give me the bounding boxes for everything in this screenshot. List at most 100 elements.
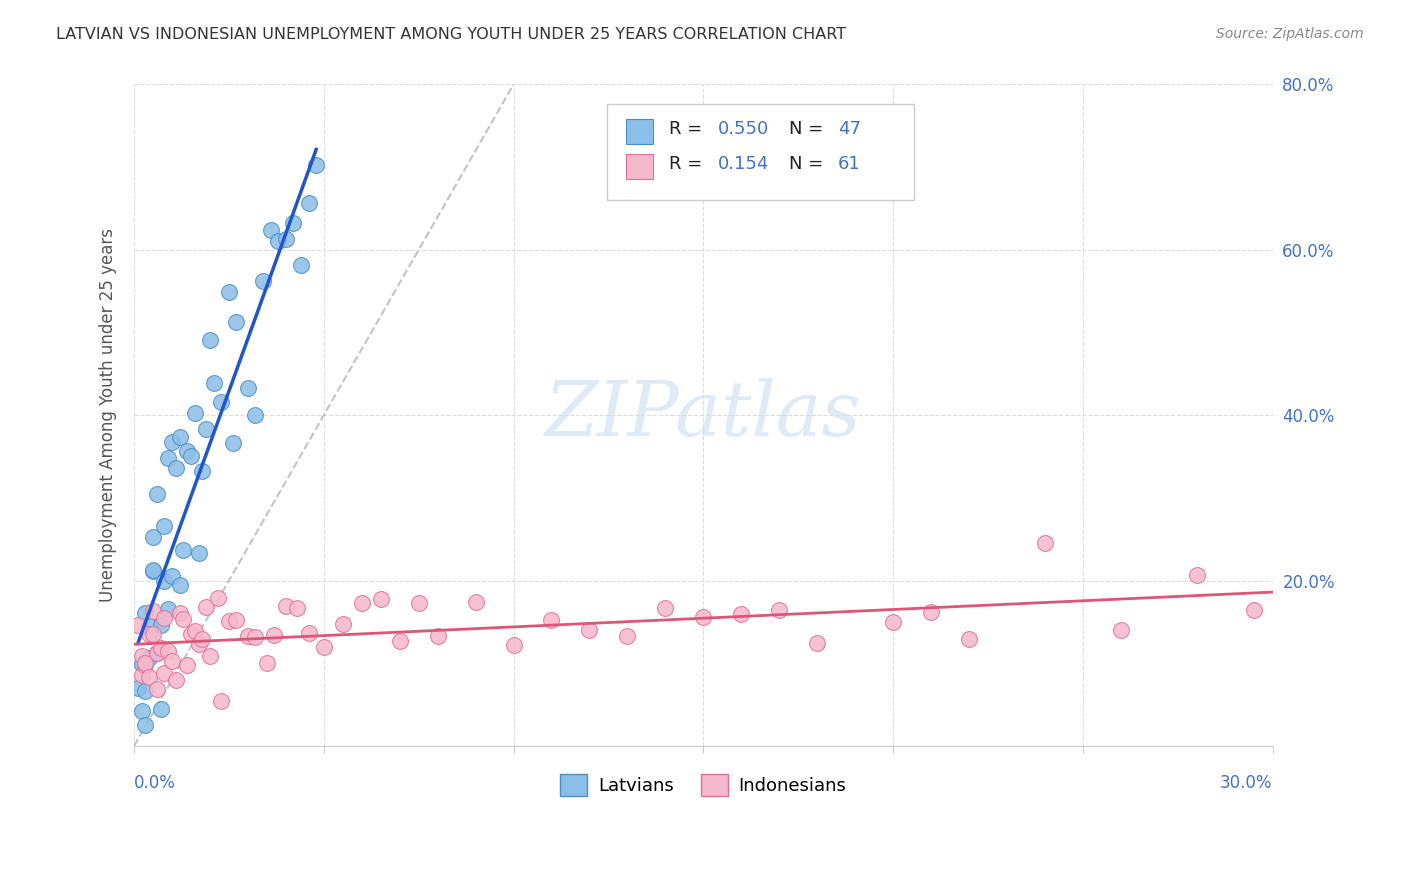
Point: [191, 464, 214, 478]
Point: [1185, 567, 1208, 582]
Point: [191, 632, 214, 647]
Point: [312, 640, 335, 654]
Point: [157, 602, 180, 616]
Point: [138, 627, 160, 641]
Point: [138, 670, 160, 684]
Point: [134, 717, 156, 731]
Point: [464, 595, 486, 609]
Point: [654, 600, 676, 615]
Text: ZIPatlas: ZIPatlas: [546, 378, 862, 452]
Point: [305, 158, 328, 172]
Point: [134, 606, 156, 620]
Text: 47: 47: [838, 120, 860, 138]
Point: [957, 632, 980, 646]
Text: N =: N =: [789, 120, 828, 138]
Point: [920, 606, 942, 620]
Point: [195, 599, 218, 614]
Point: [806, 636, 828, 650]
Point: [195, 421, 218, 435]
Point: [218, 285, 240, 299]
Point: [157, 643, 180, 657]
Point: [274, 232, 297, 246]
Point: [236, 381, 259, 395]
Point: [134, 656, 156, 670]
Point: [202, 376, 225, 390]
Point: [169, 607, 191, 621]
Point: [142, 604, 165, 618]
Point: [184, 624, 207, 638]
Point: [169, 578, 191, 592]
Point: [149, 617, 172, 632]
Y-axis label: Unemployment Among Youth under 25 years: Unemployment Among Youth under 25 years: [100, 228, 117, 602]
Point: [1033, 536, 1056, 550]
Point: [388, 634, 411, 648]
Point: [149, 641, 172, 656]
Point: [172, 542, 194, 557]
Point: [502, 638, 524, 652]
Point: [209, 394, 232, 409]
FancyBboxPatch shape: [626, 154, 654, 179]
Point: [165, 460, 187, 475]
Point: [160, 434, 183, 449]
Text: 0.550: 0.550: [718, 120, 769, 138]
Point: [768, 603, 790, 617]
Point: [184, 406, 207, 420]
Point: [180, 627, 202, 641]
Point: [149, 701, 172, 715]
Point: [153, 666, 176, 681]
Point: [285, 601, 308, 615]
Point: [540, 614, 562, 628]
Point: [332, 617, 354, 632]
Point: [274, 599, 297, 614]
Point: [134, 684, 156, 698]
Point: [692, 609, 714, 624]
Text: N =: N =: [789, 155, 828, 173]
Point: [259, 223, 281, 237]
Point: [142, 531, 165, 545]
Point: [252, 274, 274, 288]
Point: [153, 611, 176, 625]
Point: [165, 673, 187, 687]
Point: [426, 630, 449, 644]
Point: [153, 518, 176, 533]
Point: [131, 705, 153, 719]
Point: [1243, 603, 1265, 617]
Legend: Latvians, Indonesians: Latvians, Indonesians: [553, 766, 853, 803]
Point: [153, 574, 176, 589]
Point: [297, 625, 319, 640]
Point: [730, 607, 752, 621]
Point: [256, 656, 278, 670]
Text: 30.0%: 30.0%: [1220, 773, 1272, 792]
Point: [616, 629, 638, 643]
Text: LATVIAN VS INDONESIAN UNEMPLOYMENT AMONG YOUTH UNDER 25 YEARS CORRELATION CHART: LATVIAN VS INDONESIAN UNEMPLOYMENT AMONG…: [56, 27, 846, 42]
Point: [882, 615, 904, 630]
Point: [408, 596, 430, 610]
Point: [142, 563, 165, 577]
Text: Source: ZipAtlas.com: Source: ZipAtlas.com: [1216, 27, 1364, 41]
Text: 0.0%: 0.0%: [134, 773, 176, 792]
Point: [209, 694, 232, 708]
Point: [127, 681, 149, 696]
Point: [142, 564, 165, 578]
Point: [225, 315, 247, 329]
Point: [578, 623, 600, 637]
Point: [172, 612, 194, 626]
Point: [138, 619, 160, 633]
Point: [127, 618, 149, 632]
Text: 0.154: 0.154: [718, 155, 769, 173]
Point: [1109, 623, 1132, 637]
Point: [267, 235, 290, 249]
Point: [131, 649, 153, 664]
Point: [283, 216, 305, 230]
Point: [263, 628, 285, 642]
Point: [157, 450, 180, 465]
Point: [160, 654, 183, 668]
Point: [134, 657, 156, 672]
Point: [370, 591, 392, 606]
Point: [198, 333, 221, 347]
FancyBboxPatch shape: [606, 104, 914, 200]
Text: R =: R =: [669, 155, 709, 173]
Point: [290, 258, 312, 272]
Point: [198, 648, 221, 663]
Point: [180, 449, 202, 463]
